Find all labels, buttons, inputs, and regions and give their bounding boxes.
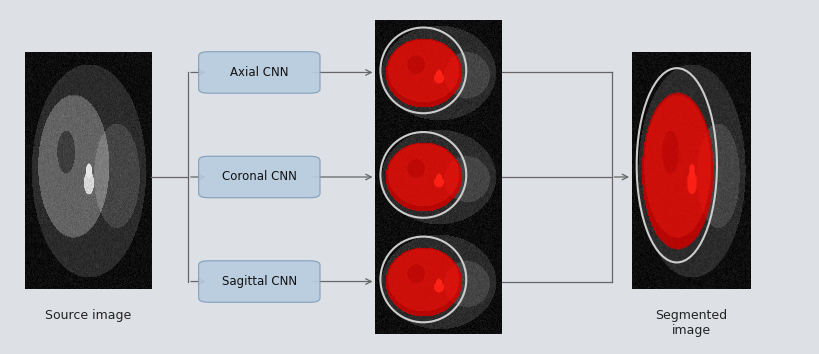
Text: Coronal CNN: Coronal CNN <box>222 171 296 183</box>
Text: Source image: Source image <box>45 309 131 322</box>
FancyBboxPatch shape <box>198 52 319 93</box>
FancyBboxPatch shape <box>198 156 319 198</box>
Text: Sagittal CNN: Sagittal CNN <box>221 275 296 288</box>
FancyBboxPatch shape <box>198 261 319 302</box>
Text: Segmented
image: Segmented image <box>654 309 726 337</box>
Text: Axial CNN: Axial CNN <box>230 66 288 79</box>
